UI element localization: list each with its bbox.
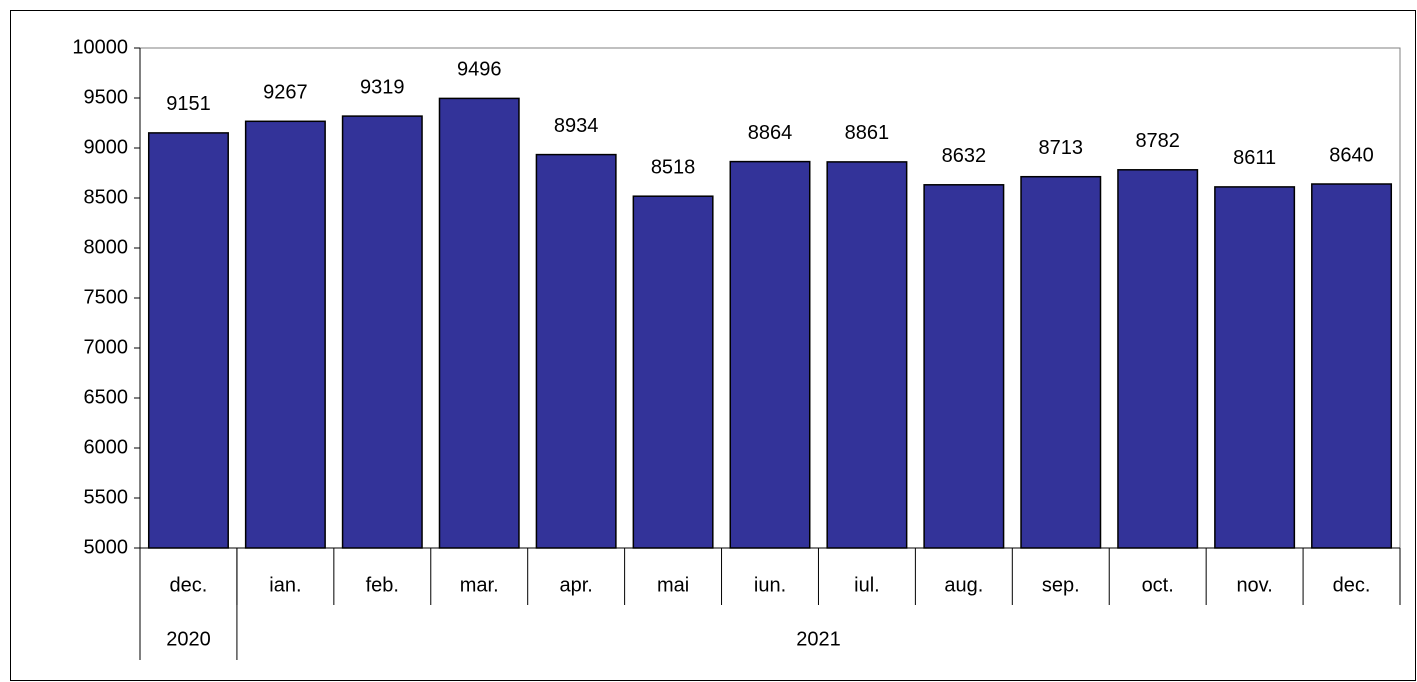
y-tick-label: 8500 <box>84 186 129 208</box>
bar <box>826 161 908 549</box>
bar <box>923 184 1005 549</box>
y-tick-label: 10000 <box>72 36 128 58</box>
x-tick-label: mai <box>657 574 689 596</box>
bar <box>438 97 520 549</box>
y-tick-label: 6000 <box>84 436 129 458</box>
x-tick-label: aug. <box>944 574 983 596</box>
group-label: 2020 <box>166 628 211 650</box>
y-tick-label: 7500 <box>84 286 129 308</box>
bar <box>1311 183 1393 549</box>
bar <box>1020 175 1102 549</box>
x-tick-label: iul. <box>854 574 880 596</box>
bar <box>1117 169 1199 549</box>
group-label: 2021 <box>796 628 841 650</box>
bar <box>729 160 811 549</box>
value-label: 8611 <box>1233 147 1276 169</box>
x-tick-label: feb. <box>366 574 399 596</box>
value-label: 8861 <box>845 122 890 144</box>
value-label: 8713 <box>1039 137 1084 159</box>
x-tick-label: apr. <box>559 574 592 596</box>
x-tick-label: nov. <box>1236 574 1272 596</box>
value-label: 9319 <box>360 76 405 98</box>
y-tick-label: 7000 <box>84 336 129 358</box>
y-tick-label: 9000 <box>84 136 129 158</box>
y-tick-label: 8000 <box>84 236 129 258</box>
x-tick-label: ian. <box>269 574 301 596</box>
value-label: 8518 <box>651 156 696 178</box>
value-label: 8864 <box>748 122 793 144</box>
y-tick-label: 9500 <box>84 86 129 108</box>
x-tick-label: dec. <box>170 574 208 596</box>
bar <box>535 153 617 549</box>
value-label: 9496 <box>457 59 502 81</box>
value-label: 8632 <box>942 145 987 167</box>
value-label: 8934 <box>554 115 599 137</box>
bar <box>341 115 423 549</box>
x-tick-label: oct. <box>1142 574 1174 596</box>
bar <box>632 195 714 549</box>
x-tick-label: mar. <box>460 574 499 596</box>
bar <box>244 120 326 549</box>
x-tick-label: sep. <box>1042 574 1080 596</box>
x-tick-label: dec. <box>1333 574 1371 596</box>
chart-frame <box>10 10 1416 681</box>
y-tick-label: 5000 <box>84 536 129 558</box>
x-tick-label: iun. <box>754 574 786 596</box>
y-tick-label: 6500 <box>84 386 129 408</box>
value-label: 8640 <box>1329 144 1374 166</box>
bar <box>1214 186 1296 549</box>
value-label: 9267 <box>263 82 308 104</box>
value-label: 8782 <box>1135 130 1180 152</box>
y-tick-label: 5500 <box>84 486 129 508</box>
value-label: 9151 <box>166 93 211 115</box>
bar <box>147 132 229 549</box>
